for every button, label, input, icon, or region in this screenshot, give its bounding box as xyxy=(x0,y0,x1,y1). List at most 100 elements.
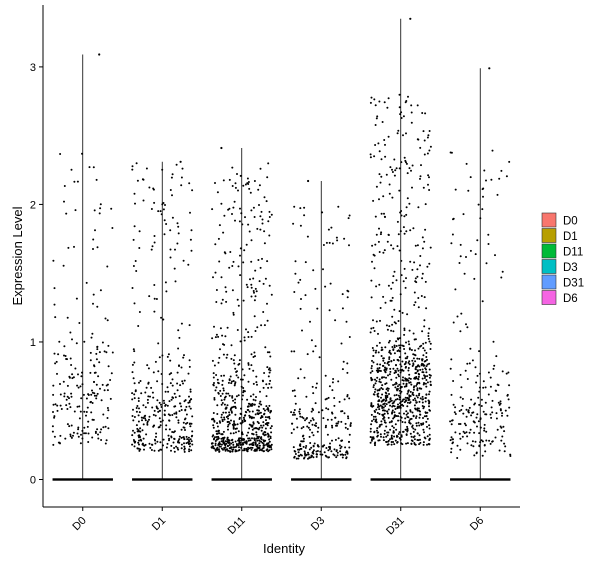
data-point xyxy=(425,356,428,358)
data-point xyxy=(215,438,218,441)
data-point xyxy=(173,412,176,415)
data-point xyxy=(346,452,349,455)
x-tick-label-d11: D11 xyxy=(226,515,248,537)
data-point xyxy=(132,377,135,380)
data-point xyxy=(166,442,169,445)
data-point xyxy=(465,431,468,434)
data-point xyxy=(495,389,498,392)
data-point xyxy=(218,432,221,435)
data-point xyxy=(406,442,409,445)
data-point xyxy=(428,340,431,343)
data-point xyxy=(370,413,373,416)
data-point xyxy=(148,442,151,445)
data-point xyxy=(178,364,180,367)
data-point xyxy=(94,371,97,374)
data-point xyxy=(222,430,225,433)
data-point xyxy=(426,425,428,428)
data-point xyxy=(337,205,340,208)
data-point xyxy=(213,447,216,450)
data-point xyxy=(378,341,381,344)
data-point xyxy=(260,438,263,441)
data-point xyxy=(132,238,135,241)
data-point xyxy=(135,424,138,427)
data-point xyxy=(384,405,387,407)
data-point xyxy=(391,315,394,318)
data-point xyxy=(268,351,271,354)
data-point xyxy=(480,439,483,442)
data-point xyxy=(163,409,166,412)
data-point xyxy=(133,225,136,228)
data-point xyxy=(387,97,390,100)
data-point xyxy=(372,393,375,396)
data-point xyxy=(214,449,217,452)
data-point xyxy=(79,385,82,388)
data-point xyxy=(181,380,184,383)
data-point xyxy=(379,404,382,407)
data-point xyxy=(92,238,95,241)
data-point xyxy=(372,319,374,322)
data-point xyxy=(458,410,461,412)
data-point xyxy=(270,431,273,434)
data-point xyxy=(303,450,306,453)
data-point xyxy=(489,376,492,379)
data-point xyxy=(369,153,372,156)
data-point xyxy=(508,160,511,163)
data-point xyxy=(218,260,221,263)
data-point xyxy=(139,430,142,433)
data-point xyxy=(227,439,230,442)
data-point xyxy=(72,376,75,379)
data-point xyxy=(260,324,263,327)
data-point xyxy=(131,165,134,168)
data-point xyxy=(239,254,241,257)
data-point xyxy=(261,449,263,452)
data-point xyxy=(397,403,399,406)
data-point xyxy=(422,130,425,133)
data-point xyxy=(252,422,255,425)
data-point xyxy=(59,434,62,437)
data-point xyxy=(402,376,404,379)
data-point xyxy=(233,422,236,425)
data-point xyxy=(419,177,421,180)
data-point xyxy=(487,233,490,236)
data-point xyxy=(212,376,215,379)
data-point xyxy=(314,402,317,405)
data-point xyxy=(371,244,374,247)
data-point xyxy=(261,441,264,444)
data-point xyxy=(140,392,143,395)
data-point xyxy=(131,168,134,171)
data-point xyxy=(388,325,391,328)
data-point xyxy=(230,419,232,422)
data-point xyxy=(414,399,417,402)
data-point xyxy=(425,379,428,381)
data-point xyxy=(252,356,255,358)
data-point xyxy=(243,336,246,339)
data-point xyxy=(319,450,322,453)
data-point xyxy=(63,395,66,398)
data-point xyxy=(138,443,140,446)
data-point xyxy=(322,244,325,246)
data-point xyxy=(393,435,396,438)
data-point xyxy=(423,139,426,142)
data-point xyxy=(450,436,453,439)
data-point xyxy=(184,429,186,431)
data-point xyxy=(232,206,235,209)
data-point xyxy=(59,404,62,407)
data-point xyxy=(237,394,240,397)
data-point xyxy=(263,412,266,415)
data-point xyxy=(52,403,55,406)
data-point xyxy=(397,129,400,132)
data-point xyxy=(398,249,401,252)
data-point xyxy=(412,399,415,401)
data-point xyxy=(373,430,376,433)
data-point xyxy=(333,448,336,451)
data-point xyxy=(428,376,431,379)
data-point xyxy=(376,363,379,366)
data-point xyxy=(339,453,342,456)
data-point xyxy=(77,373,79,376)
data-point xyxy=(406,430,409,433)
data-point xyxy=(421,277,424,280)
data-point xyxy=(462,430,465,433)
data-point xyxy=(159,424,162,427)
data-point xyxy=(414,407,417,410)
data-point xyxy=(253,180,256,182)
